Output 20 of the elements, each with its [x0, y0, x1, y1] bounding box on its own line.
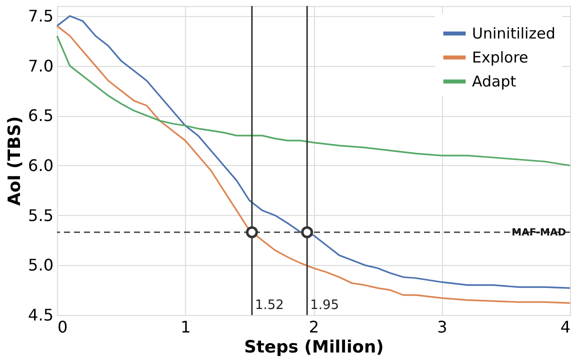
y-tick-label: 5.5 [28, 206, 54, 225]
y-tick-label: 7.0 [28, 56, 54, 76]
legend-label: Adapt [472, 72, 516, 90]
x-tick-label: 1 [180, 318, 191, 336]
y-axis-title: AoI (TBS) [5, 116, 26, 206]
legend-label: Uninitilized [472, 24, 556, 42]
x-tick-label: 2 [308, 318, 320, 336]
x-tick-label: 3 [437, 318, 448, 336]
legend-label: Explore [472, 48, 528, 66]
ref-line-label: 1.52 [254, 298, 284, 313]
y-tick-label: 5.0 [28, 256, 54, 275]
x-tick-label: 0 [58, 318, 68, 336]
ref-line-label: MAF-MAD [512, 227, 566, 238]
x-tick-label: 4 [560, 318, 570, 336]
y-tick-label: 7.5 [28, 6, 54, 26]
y-tick-label: 6.0 [28, 156, 54, 175]
ref-line-label: 1.95 [310, 298, 340, 313]
y-tick-label: 4.5 [28, 306, 54, 324]
y-tick-label: 6.5 [28, 106, 54, 126]
x-axis-title: Steps (Million) [244, 338, 384, 358]
